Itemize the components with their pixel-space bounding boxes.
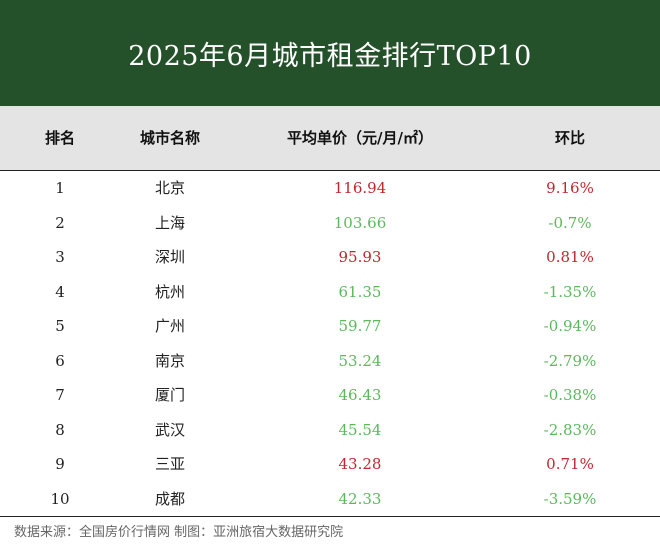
table-row: 2 上海 103.66 -0.7% — [0, 206, 660, 241]
table-header: 排名 城市名称 平均单价（元/月/㎡） 环比 — [0, 106, 660, 170]
price-cell: 116.94 — [333, 179, 387, 197]
change-cell: -2.79% — [543, 351, 597, 370]
rank-cell: 1 — [55, 179, 65, 197]
change-cell: -0.94% — [543, 317, 597, 335]
table-body: 1 北京 116.94 9.16% 2 上海 103.66 -0.7% 3 深圳 95.93 0.81… — [0, 171, 660, 516]
rank-cell: 2 — [55, 213, 65, 232]
rank-cell: 6 — [55, 351, 65, 370]
change-cell: 9.16% — [546, 179, 594, 197]
change-cell: -3.59% — [543, 489, 597, 508]
price-cell: 103.66 — [333, 213, 387, 232]
city-cell: 上海 — [154, 213, 185, 232]
table-row: 6 南京 53.24 -2.79% — [0, 344, 660, 379]
header-city: 城市名称 — [139, 129, 200, 147]
city-cell: 成都 — [154, 489, 185, 508]
table-row: 3 深圳 95.93 0.81% — [0, 240, 660, 275]
price-cell: 95.93 — [338, 248, 382, 266]
city-cell: 南京 — [154, 351, 185, 370]
price-cell: 46.43 — [338, 386, 382, 404]
price-cell: 45.54 — [338, 420, 382, 439]
city-cell: 深圳 — [154, 248, 185, 266]
city-cell: 广州 — [154, 317, 185, 335]
rank-cell: 3 — [55, 248, 65, 266]
header-divider — [0, 170, 660, 171]
table-bottom-divider — [0, 516, 660, 517]
table-row: 5 广州 59.77 -0.94% — [0, 309, 660, 344]
table-row: 9 三亚 43.28 0.71% — [0, 447, 660, 482]
city-cell: 三亚 — [154, 455, 185, 473]
price-cell: 43.28 — [338, 455, 382, 473]
change-cell: -2.83% — [543, 420, 597, 439]
table-row: 8 武汉 45.54 -2.83% — [0, 413, 660, 448]
city-cell: 武汉 — [154, 420, 185, 439]
change-cell: -0.38% — [543, 386, 597, 404]
change-cell: 0.71% — [546, 455, 594, 473]
table-row: 7 厦门 46.43 -0.38% — [0, 378, 660, 413]
price-cell: 53.24 — [338, 351, 382, 370]
change-cell: 0.81% — [546, 248, 594, 266]
table-row: 1 北京 116.94 9.16% — [0, 171, 660, 206]
table-row: 4 杭州 61.35 -1.35% — [0, 275, 660, 310]
page-title: 2025年6月城市租金排行TOP10 — [128, 40, 532, 72]
city-cell: 北京 — [154, 179, 185, 197]
city-cell: 厦门 — [154, 386, 185, 404]
rank-cell: 8 — [55, 420, 65, 439]
header-rank: 排名 — [44, 129, 75, 147]
rank-cell: 5 — [55, 317, 65, 335]
rank-cell: 7 — [55, 386, 65, 404]
header-change: 环比 — [554, 129, 585, 147]
rank-cell: 10 — [50, 489, 70, 508]
price-cell: 61.35 — [338, 282, 382, 301]
price-cell: 42.33 — [338, 489, 382, 508]
price-cell: 59.77 — [338, 317, 382, 335]
header-price: 平均单价（元/月/㎡） — [287, 129, 433, 147]
source-footer: 数据来源：全国房价行情网 制图：亚洲旅宿大数据研究院 — [14, 525, 344, 540]
change-cell: -1.35% — [543, 282, 597, 301]
rank-cell: 9 — [55, 455, 65, 473]
city-cell: 杭州 — [154, 282, 185, 301]
table-row: 10 成都 42.33 -3.59% — [0, 482, 660, 517]
rank-cell: 4 — [55, 282, 65, 301]
title-banner: 2025年6月城市租金排行TOP10 — [0, 0, 660, 106]
change-cell: -0.7% — [548, 213, 592, 232]
